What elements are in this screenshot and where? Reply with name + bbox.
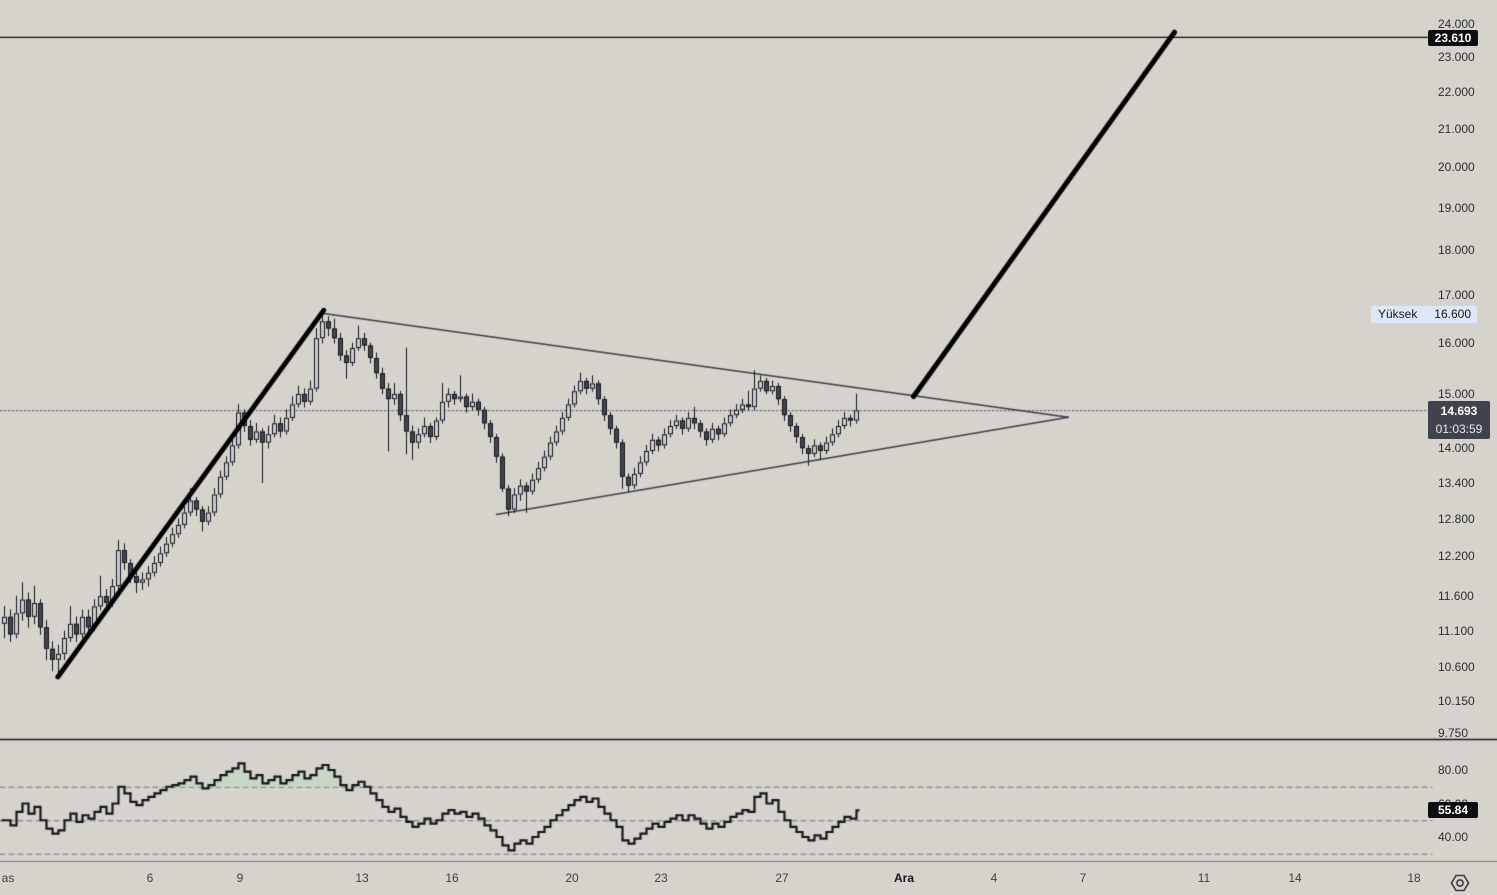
price-tick-20.000: 20.000 xyxy=(1438,160,1475,175)
time-tick-9: 9 xyxy=(236,871,244,885)
time-axis-settings-gear-icon[interactable] xyxy=(1449,873,1471,893)
time-tick-20: 20 xyxy=(565,871,579,885)
time-tick-27: 27 xyxy=(775,871,789,885)
time-tick-6: 6 xyxy=(146,871,154,885)
time-tick-23: 23 xyxy=(654,871,668,885)
time-tick-16: 16 xyxy=(445,871,459,885)
high-price-value: 16.600 xyxy=(1434,307,1471,322)
price-tick-16.000: 16.000 xyxy=(1438,336,1475,351)
price-tick-13.400: 13.400 xyxy=(1438,475,1475,490)
price-tick-21.000: 21.000 xyxy=(1438,122,1475,137)
price-tick-15.000: 15.000 xyxy=(1438,386,1475,401)
price-tick-14.000: 14.000 xyxy=(1438,441,1475,456)
price-tick-9.750: 9.750 xyxy=(1438,725,1469,740)
rsi-tick-40.00: 40.00 xyxy=(1438,830,1469,844)
time-tick-18: 18 xyxy=(1407,871,1421,885)
price-tick-23.000: 23.000 xyxy=(1438,50,1475,65)
time-tick-7: 7 xyxy=(1079,871,1087,885)
last-price-label: 14.693 01:03:59 xyxy=(1428,401,1490,440)
high-price-prefix: Yüksek xyxy=(1378,307,1418,322)
rsi-tick-80.00: 80.00 xyxy=(1438,763,1469,777)
price-tick-11.100: 11.100 xyxy=(1438,623,1474,638)
time-tick-13: 13 xyxy=(355,871,369,885)
high-price-label: Yüksek 16.600 xyxy=(1371,305,1477,323)
bar-countdown: 01:03:59 xyxy=(1435,422,1483,437)
price-tick-19.000: 19.000 xyxy=(1438,200,1475,215)
last-price-value: 14.693 xyxy=(1440,404,1478,419)
price-tick-22.000: 22.000 xyxy=(1438,85,1475,100)
time-tick-as: as xyxy=(1,871,15,885)
time-tick-4: 4 xyxy=(990,871,998,885)
price-tick-10.150: 10.150 xyxy=(1438,694,1475,709)
price-tick-17.000: 17.000 xyxy=(1438,288,1475,303)
time-tick-Ara: Ara xyxy=(893,871,915,885)
target-price-label: 23.610 xyxy=(1428,30,1478,47)
time-tick-14: 14 xyxy=(1288,871,1302,885)
price-tick-10.600: 10.600 xyxy=(1438,660,1475,675)
price-tick-18.000: 18.000 xyxy=(1438,243,1475,258)
time-tick-11: 11 xyxy=(1197,871,1211,885)
price-tick-24.000: 24.000 xyxy=(1438,17,1475,31)
price-tick-12.800: 12.800 xyxy=(1438,511,1475,526)
price-tick-11.600: 11.600 xyxy=(1438,589,1474,604)
rsi-value-label: 55.84 xyxy=(1428,802,1478,819)
price-tick-12.200: 12.200 xyxy=(1438,549,1475,564)
